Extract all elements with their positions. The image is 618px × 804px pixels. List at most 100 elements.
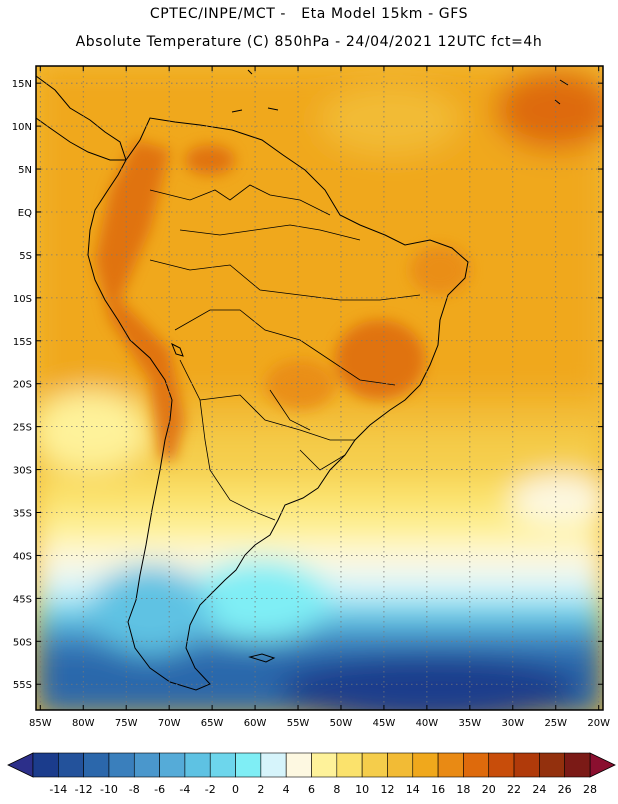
atlantic-cool-patch [510,475,603,525]
lat-tick-label: 40S [13,551,32,562]
colorbar-label: -6 [154,783,165,796]
colorbar-swatch [361,752,388,778]
atlantic-mild-band [320,85,460,155]
colorbar-swatch [437,752,464,778]
colorbar-label: 16 [431,783,445,796]
lat-tick-label: 10S [13,294,32,305]
colorbar-label: -8 [129,783,140,796]
colorbar-low-arrow [7,752,34,778]
lon-tick-label: 20W [587,718,610,729]
lat-tick-label: 35S [13,509,32,520]
map-title-line-1: CPTEC/INPE/MCT - Eta Model 15km - GFS [149,6,469,22]
lon-tick-label: 85W [29,718,52,729]
venezuela-warm-area [185,145,235,175]
colorbar-swatch [311,752,338,778]
colorbar-label: 0 [232,783,239,796]
colorbar-label: 20 [482,783,496,796]
colorbar-label: 28 [583,783,597,796]
lon-tick-label: 80W [72,718,95,729]
colorbar-swatch [260,752,287,778]
colorbar-swatch [133,752,160,778]
latitude-axis: 15N 10N 5N EQ 5S 10S 15S 20S 25S 30S 35S 40S 45S 50S 5… [12,79,603,691]
lon-tick-label: 40W [416,718,439,729]
colorbar-swatch [513,752,540,778]
lat-tick-label: 25S [13,423,32,434]
map-frame [35,65,604,711]
colorbar-swatch [412,752,439,778]
longitude-axis: 85W 80W 75W 70W 65W 60W 55W 50W 45W 40W 35W 30W 25W 2… [29,66,610,729]
colorbar-swatch [235,752,262,778]
colorbar-label: 18 [456,783,470,796]
atlantic-hot-spot [495,70,603,150]
colorbar-label: 22 [507,783,521,796]
colorbar-swatch [463,752,490,778]
lat-tick-label: 30S [13,466,32,477]
northeast-warm-area [410,245,470,295]
colorbar-label: 26 [558,783,572,796]
brazil-hot-area [335,320,425,400]
pacific-cool-patch [36,390,150,470]
colorbar-swatch [488,752,515,778]
colorbar: -14 -12 -10 -8 -6 -4 -2 0 2 4 6 8 10 12 14 16 18 20 22 24 26… [7,752,616,796]
colorbar-label: 14 [406,783,420,796]
lon-tick-label: 45W [373,718,396,729]
south-america-coastline [87,117,469,691]
patagonia-cold-plume [190,560,330,640]
colorbar-swatch [32,752,59,778]
pacific-cold-plume [90,565,210,655]
colorbar-label: -10 [100,783,118,796]
colorbar-swatch [387,752,414,778]
falkland-islands [248,653,276,663]
colorbar-label: 12 [380,783,394,796]
colorbar-label: 8 [333,783,340,796]
colorbar-swatch [58,752,84,778]
lake-titicaca [171,342,184,357]
colorbar-label: -12 [75,783,93,796]
lon-tick-label: 75W [115,718,138,729]
lon-tick-label: 60W [244,718,267,729]
colorbar-label: 4 [283,783,290,796]
colorbar-swatch [564,752,591,778]
lat-tick-label: EQ [18,208,32,219]
colorbar-swatch [336,752,363,778]
lat-tick-label: 45S [13,594,32,605]
lat-tick-label: 20S [13,380,32,391]
lat-tick-label: 10N [12,122,32,133]
colorbar-label: -4 [179,783,190,796]
colorbar-swatch [83,752,110,778]
colorbar-swatch [209,752,236,778]
colorbar-swatch [285,752,312,778]
colorbar-swatch [159,752,186,778]
lat-tick-label: 15N [12,79,32,90]
colorbar-swatch [539,752,565,778]
lat-tick-label: 15S [13,337,32,348]
colorbar-high-arrow [589,752,616,778]
lon-tick-label: 70W [158,718,181,729]
lat-tick-label: 5N [18,165,32,176]
colorbar-label: 6 [308,783,315,796]
colorbar-swatch [184,752,211,778]
colorbar-label: 10 [355,783,369,796]
lon-tick-label: 25W [544,718,567,729]
lon-tick-label: 65W [201,718,224,729]
caribbean-islands [231,69,569,113]
lon-tick-label: 35W [459,718,482,729]
lat-tick-label: 5S [19,251,32,262]
colorbar-swatch [108,752,135,778]
lon-tick-label: 55W [287,718,310,729]
central-america-coastline [36,75,127,161]
colorbar-label: -2 [205,783,216,796]
coastlines [36,69,569,691]
colorbar-label: 2 [257,783,264,796]
country-borders [149,184,421,521]
paraguay-warm-area [265,360,335,410]
lon-tick-label: 30W [501,718,524,729]
lon-tick-label: 50W [330,718,353,729]
andes-warm-ridge [95,140,185,460]
colorbar-label: 24 [532,783,546,796]
coldest-core [280,655,580,710]
map-title-line-2: Absolute Temperature (C) 850hPa - 24/04/… [75,34,543,50]
colorbar-label: -14 [49,783,67,796]
